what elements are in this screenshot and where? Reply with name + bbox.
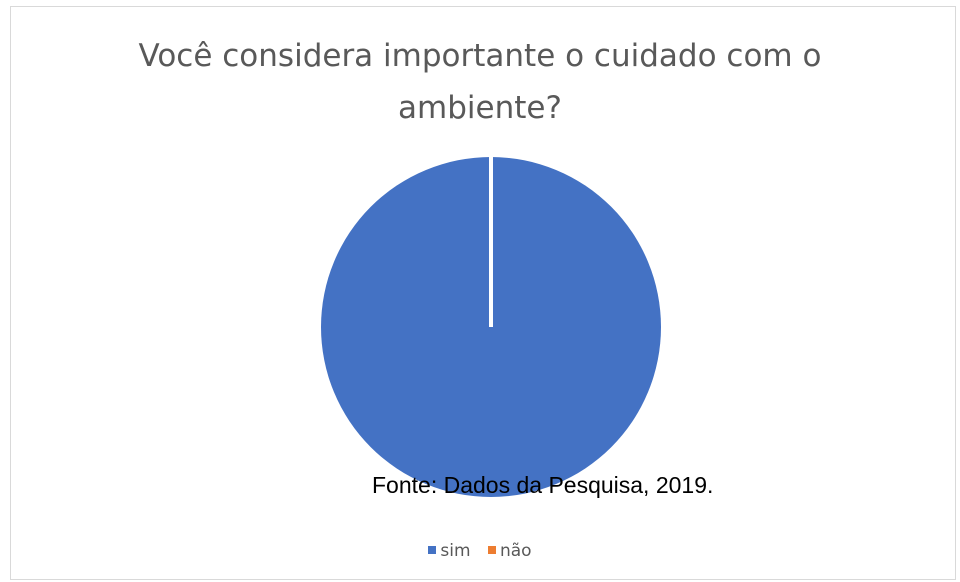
legend-item-nao: não — [487, 541, 532, 561]
chart-title: Você considera importante o cuidado com … — [0, 30, 960, 134]
legend-swatch-sim — [428, 546, 437, 554]
chart-title-line-1: Você considera importante o cuidado com … — [138, 38, 822, 74]
legend-label-nao: não — [499, 541, 532, 561]
legend: sim não — [0, 541, 960, 561]
chart-title-line-2: ambiente? — [398, 90, 562, 126]
legend-label-sim: sim — [440, 541, 471, 561]
legend-swatch-nao — [487, 546, 496, 554]
source-note: Fonte: Dados da Pesquisa, 2019. — [372, 472, 714, 498]
legend-item-sim: sim — [428, 541, 471, 561]
